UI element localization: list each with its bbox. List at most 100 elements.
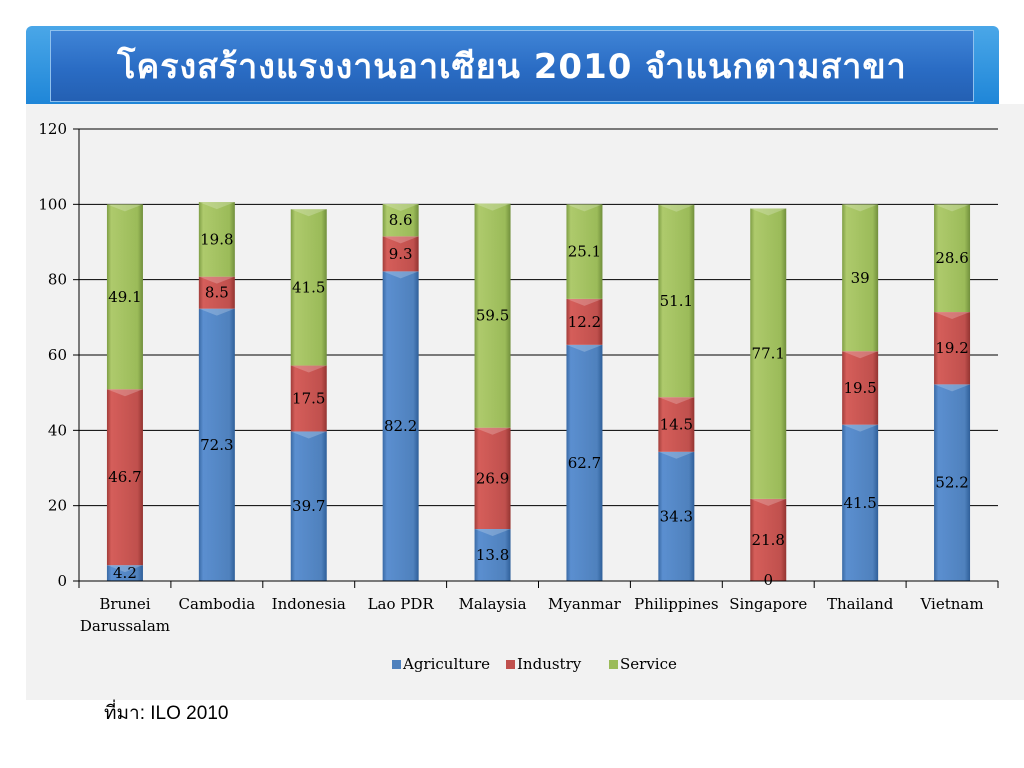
data-label: 8.5 <box>205 284 229 302</box>
bar-bevel <box>382 236 419 244</box>
bar-segment-agriculture <box>382 271 419 581</box>
bar-bevel <box>934 384 971 392</box>
data-label: 28.6 <box>935 249 968 267</box>
x-category-label: Malaysia <box>459 595 527 613</box>
bar-bevel <box>106 204 143 212</box>
bar-bevel <box>842 424 879 432</box>
bar-segment-industry <box>198 276 235 309</box>
x-category-label: Cambodia <box>179 595 256 613</box>
y-tick-label: 80 <box>48 271 67 289</box>
data-label: 19.5 <box>843 379 876 397</box>
title-box: โครงสร้างแรงงานอาเซียน 2010 จำแนกตามสาขา <box>50 30 974 102</box>
data-label: 0 <box>763 571 773 589</box>
bar-segment-service <box>842 204 879 352</box>
bar-segment-service <box>382 203 419 237</box>
y-tick-label: 40 <box>48 421 67 439</box>
legend-label-industry: Industry <box>517 655 582 673</box>
bar-bevel <box>934 204 971 212</box>
data-label: 4.2 <box>113 564 137 582</box>
data-label: 41.5 <box>292 278 325 296</box>
bar-bevel <box>566 298 603 306</box>
data-label: 34.3 <box>660 507 693 525</box>
source-note: ที่มา: ILO 2010 <box>104 703 229 724</box>
x-category-label: Thailand <box>827 595 894 613</box>
bar-bevel <box>198 276 235 284</box>
legend-label-service: Service <box>620 655 677 673</box>
bar-segment-agriculture <box>566 344 603 581</box>
bar-segment-industry <box>934 312 971 385</box>
bar-segment-agriculture <box>658 451 695 581</box>
bar-segment-service <box>750 208 787 499</box>
x-category-label: Darussalam <box>80 617 170 635</box>
bar-segment-industry <box>566 298 603 345</box>
data-label: 9.3 <box>389 245 413 263</box>
bar-bevel <box>198 202 235 210</box>
bar-bevel <box>290 431 327 439</box>
bar-segment-agriculture <box>290 431 327 581</box>
bar-segment-agriculture <box>842 424 879 581</box>
data-label: 59.5 <box>476 307 509 325</box>
bar-segment-industry <box>106 389 143 566</box>
data-label: 77.1 <box>752 345 785 363</box>
bar-bevel <box>474 427 511 435</box>
bar-bevel <box>474 529 511 537</box>
x-category-label: Vietnam <box>919 595 983 613</box>
bar-bevel <box>474 203 511 211</box>
bar-bevel <box>842 204 879 212</box>
data-label: 82.2 <box>384 417 417 435</box>
data-label: 39.7 <box>292 497 325 515</box>
x-category-label: Myanmar <box>548 595 622 613</box>
bar-segment-industry <box>750 498 787 581</box>
data-label: 12.2 <box>568 313 601 331</box>
bar-bevel <box>566 344 603 352</box>
y-tick-label: 100 <box>38 195 67 213</box>
bar-bevel <box>198 308 235 316</box>
data-label: 46.7 <box>108 468 141 486</box>
bar-segment-industry <box>290 365 327 432</box>
bar-bevel <box>658 204 695 212</box>
bar-bevel <box>290 365 327 373</box>
bar-bevel <box>106 565 143 573</box>
bar-segment-service <box>474 203 511 428</box>
bar-bevel <box>382 203 419 211</box>
x-category-label: Philippines <box>634 595 718 613</box>
bar-bevel <box>382 271 419 279</box>
data-label: 25.1 <box>568 243 601 261</box>
bar-bevel <box>750 498 787 506</box>
x-category-label: Lao PDR <box>368 595 435 613</box>
y-tick-label: 20 <box>48 497 67 515</box>
bar-segment-service <box>566 204 603 299</box>
bar-segment-industry <box>658 397 695 452</box>
x-category-label: Singapore <box>729 595 807 613</box>
bar-segment-service <box>934 204 971 313</box>
data-label: 8.6 <box>389 211 413 229</box>
data-label: 13.8 <box>476 546 509 564</box>
bar-segment-service <box>290 209 327 366</box>
bar-segment-agriculture <box>934 384 971 581</box>
data-label: 51.1 <box>660 292 693 310</box>
legend-swatch-industry <box>506 660 515 669</box>
data-label: 21.8 <box>752 531 785 549</box>
bar-bevel <box>750 208 787 216</box>
bar-bevel <box>106 389 143 397</box>
legend-swatch-agriculture <box>392 660 401 669</box>
legend-label-agriculture: Agriculture <box>402 655 490 673</box>
bar-bevel <box>658 397 695 405</box>
bar-bevel <box>290 209 327 217</box>
data-label: 52.2 <box>935 474 968 492</box>
data-label: 14.5 <box>660 415 693 433</box>
bar-bevel <box>566 204 603 212</box>
bar-segment-agriculture <box>198 308 235 581</box>
x-category-label: Indonesia <box>272 595 346 613</box>
data-label: 62.7 <box>568 454 601 472</box>
bar-segment-agriculture <box>106 565 143 581</box>
bar-segment-service <box>198 202 235 277</box>
bar-segment-service <box>658 204 695 398</box>
bar-bevel <box>842 351 879 359</box>
data-label: 26.9 <box>476 469 509 487</box>
bar-segment-industry <box>382 236 419 272</box>
data-label: 41.5 <box>843 494 876 512</box>
bar-segment-industry <box>474 427 511 530</box>
bar-bevel <box>658 451 695 459</box>
data-label: 17.5 <box>292 390 325 408</box>
